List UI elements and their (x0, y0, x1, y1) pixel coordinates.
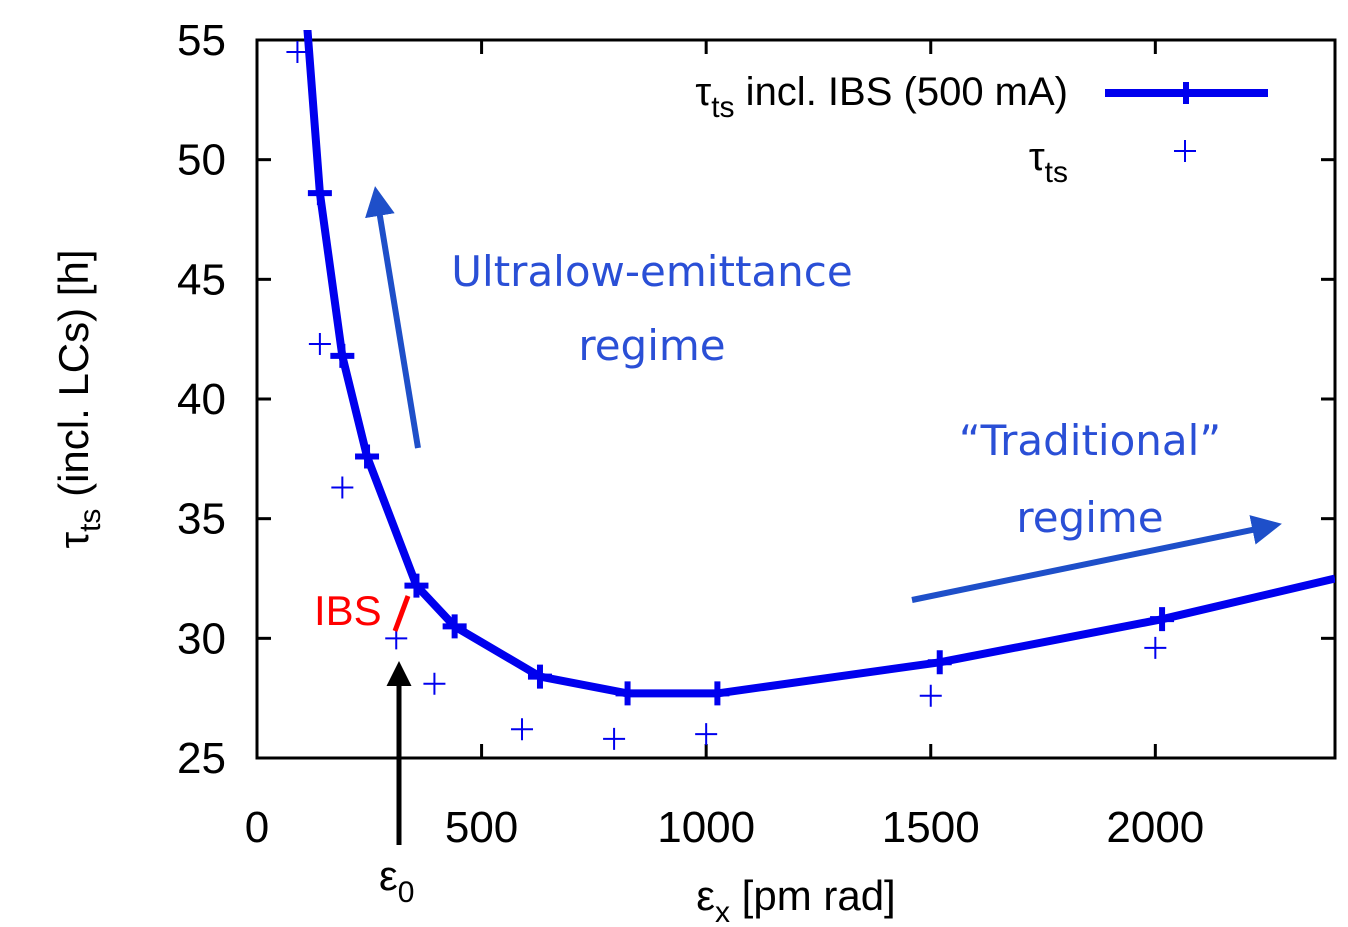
series-ibs (303, 30, 1335, 706)
y-axis-label: τts (incl. LCs) [h] (50, 250, 107, 549)
traditional-arrow (911, 515, 1282, 603)
legend-marker-ibs (1175, 82, 1197, 104)
series-ibs-marker (442, 614, 467, 639)
y-tick-label: 50 (177, 136, 226, 185)
traditional-label-line1: “Traditional” (959, 416, 1221, 465)
x-axis-label: εx [pm rad] (696, 872, 895, 927)
x-tick-label: 0 (245, 803, 269, 852)
series-ibs-marker (927, 650, 952, 675)
series-ts-marker (603, 727, 626, 750)
traditional-label-line2: regime (1016, 493, 1163, 542)
x-tick-label: 2000 (1106, 803, 1204, 852)
series-ibs-marker (705, 681, 730, 706)
series-ts-marker (919, 684, 942, 707)
legend-label-ibs: τts incl. IBS (500 mA) (695, 70, 1068, 124)
x-tick-label: 1000 (657, 803, 755, 852)
legend: τts incl. IBS (500 mA) τts (695, 70, 1268, 189)
series-ibs-line (303, 30, 1335, 698)
y-tick-label: 45 (177, 255, 226, 304)
y-tick-label: 35 (177, 495, 226, 544)
series-ts (286, 40, 1167, 750)
series-ts-marker (331, 476, 354, 499)
legend-label-ts: τts (1029, 135, 1068, 189)
legend-marker-ts (1174, 140, 1196, 162)
series-ibs-marker (404, 573, 429, 598)
ibs-arrow (392, 595, 411, 632)
eps0-label: ε0 (379, 852, 414, 909)
tick-labels: 0 500 1000 1500 2000 25 30 35 40 45 50 55 (177, 16, 1204, 852)
series-ibs-marker (527, 664, 552, 689)
x-tick-label: 500 (445, 803, 518, 852)
series-ibs-marker (355, 444, 380, 469)
series-ibs-marker (307, 181, 332, 206)
series-ibs-marker (615, 681, 640, 706)
series-ibs-marker (330, 343, 355, 368)
ultralow-arrow (365, 186, 421, 449)
y-tick-label: 40 (177, 375, 226, 424)
x-tick-label: 1500 (882, 803, 980, 852)
series-ts-marker (695, 723, 718, 746)
ultralow-label-line2: regime (578, 321, 725, 370)
y-tick-label: 55 (177, 16, 226, 65)
axis-ticks (255, 38, 1335, 760)
series-ts-marker (308, 332, 331, 355)
series-ibs-marker (1150, 607, 1175, 632)
series-ts-marker (511, 718, 534, 741)
plot-frame (255, 38, 1337, 760)
ibs-label: IBS (314, 587, 382, 634)
y-tick-label: 25 (177, 734, 226, 783)
series-ts-marker (423, 672, 446, 695)
y-tick-label: 30 (177, 614, 226, 663)
series-ts-marker (286, 40, 309, 63)
series-ts-marker (1144, 636, 1167, 659)
ultralow-label-line1: Ultralow-emittance (451, 247, 852, 296)
